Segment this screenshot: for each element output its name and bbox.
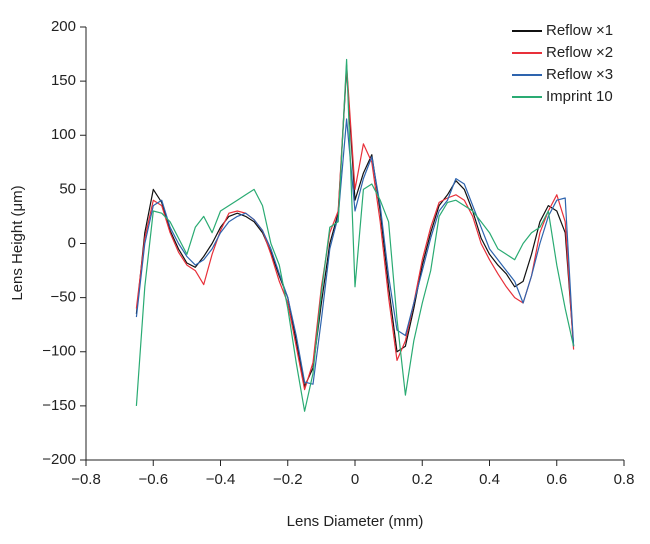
legend-label: Reflow ×2 — [546, 44, 613, 61]
x-tick-label: −0.6 — [138, 471, 168, 488]
y-tick-label: 100 — [51, 126, 76, 143]
x-axis-label: Lens Diameter (mm) — [287, 513, 424, 530]
x-tick-label: 0 — [351, 471, 359, 488]
y-tick-label: −100 — [42, 343, 76, 360]
legend-label: Reflow ×1 — [546, 22, 613, 39]
x-tick-label: −0.8 — [71, 471, 101, 488]
y-axis-label: Lens Height (μm) — [9, 185, 26, 300]
x-tick-label: 0.6 — [546, 471, 567, 488]
y-tick-label: 0 — [68, 234, 76, 251]
series-line — [135, 67, 575, 387]
y-tick-label: 200 — [51, 18, 76, 35]
legend-label: Reflow ×3 — [546, 66, 613, 83]
y-tick-label: −50 — [51, 289, 76, 306]
series-line — [135, 118, 575, 385]
legend-label: Imprint 10 — [546, 88, 613, 105]
y-tick-label: −200 — [42, 451, 76, 468]
y-tick-label: 50 — [59, 180, 76, 197]
y-tick-label: −150 — [42, 397, 76, 414]
x-tick-label: −0.4 — [206, 471, 236, 488]
y-tick-label: 150 — [51, 72, 76, 89]
x-tick-label: 0.8 — [614, 471, 635, 488]
series-line — [135, 58, 575, 412]
series-line — [135, 64, 575, 391]
x-tick-label: 0.4 — [479, 471, 500, 488]
x-tick-label: 0.2 — [412, 471, 433, 488]
x-tick-label: −0.2 — [273, 471, 303, 488]
